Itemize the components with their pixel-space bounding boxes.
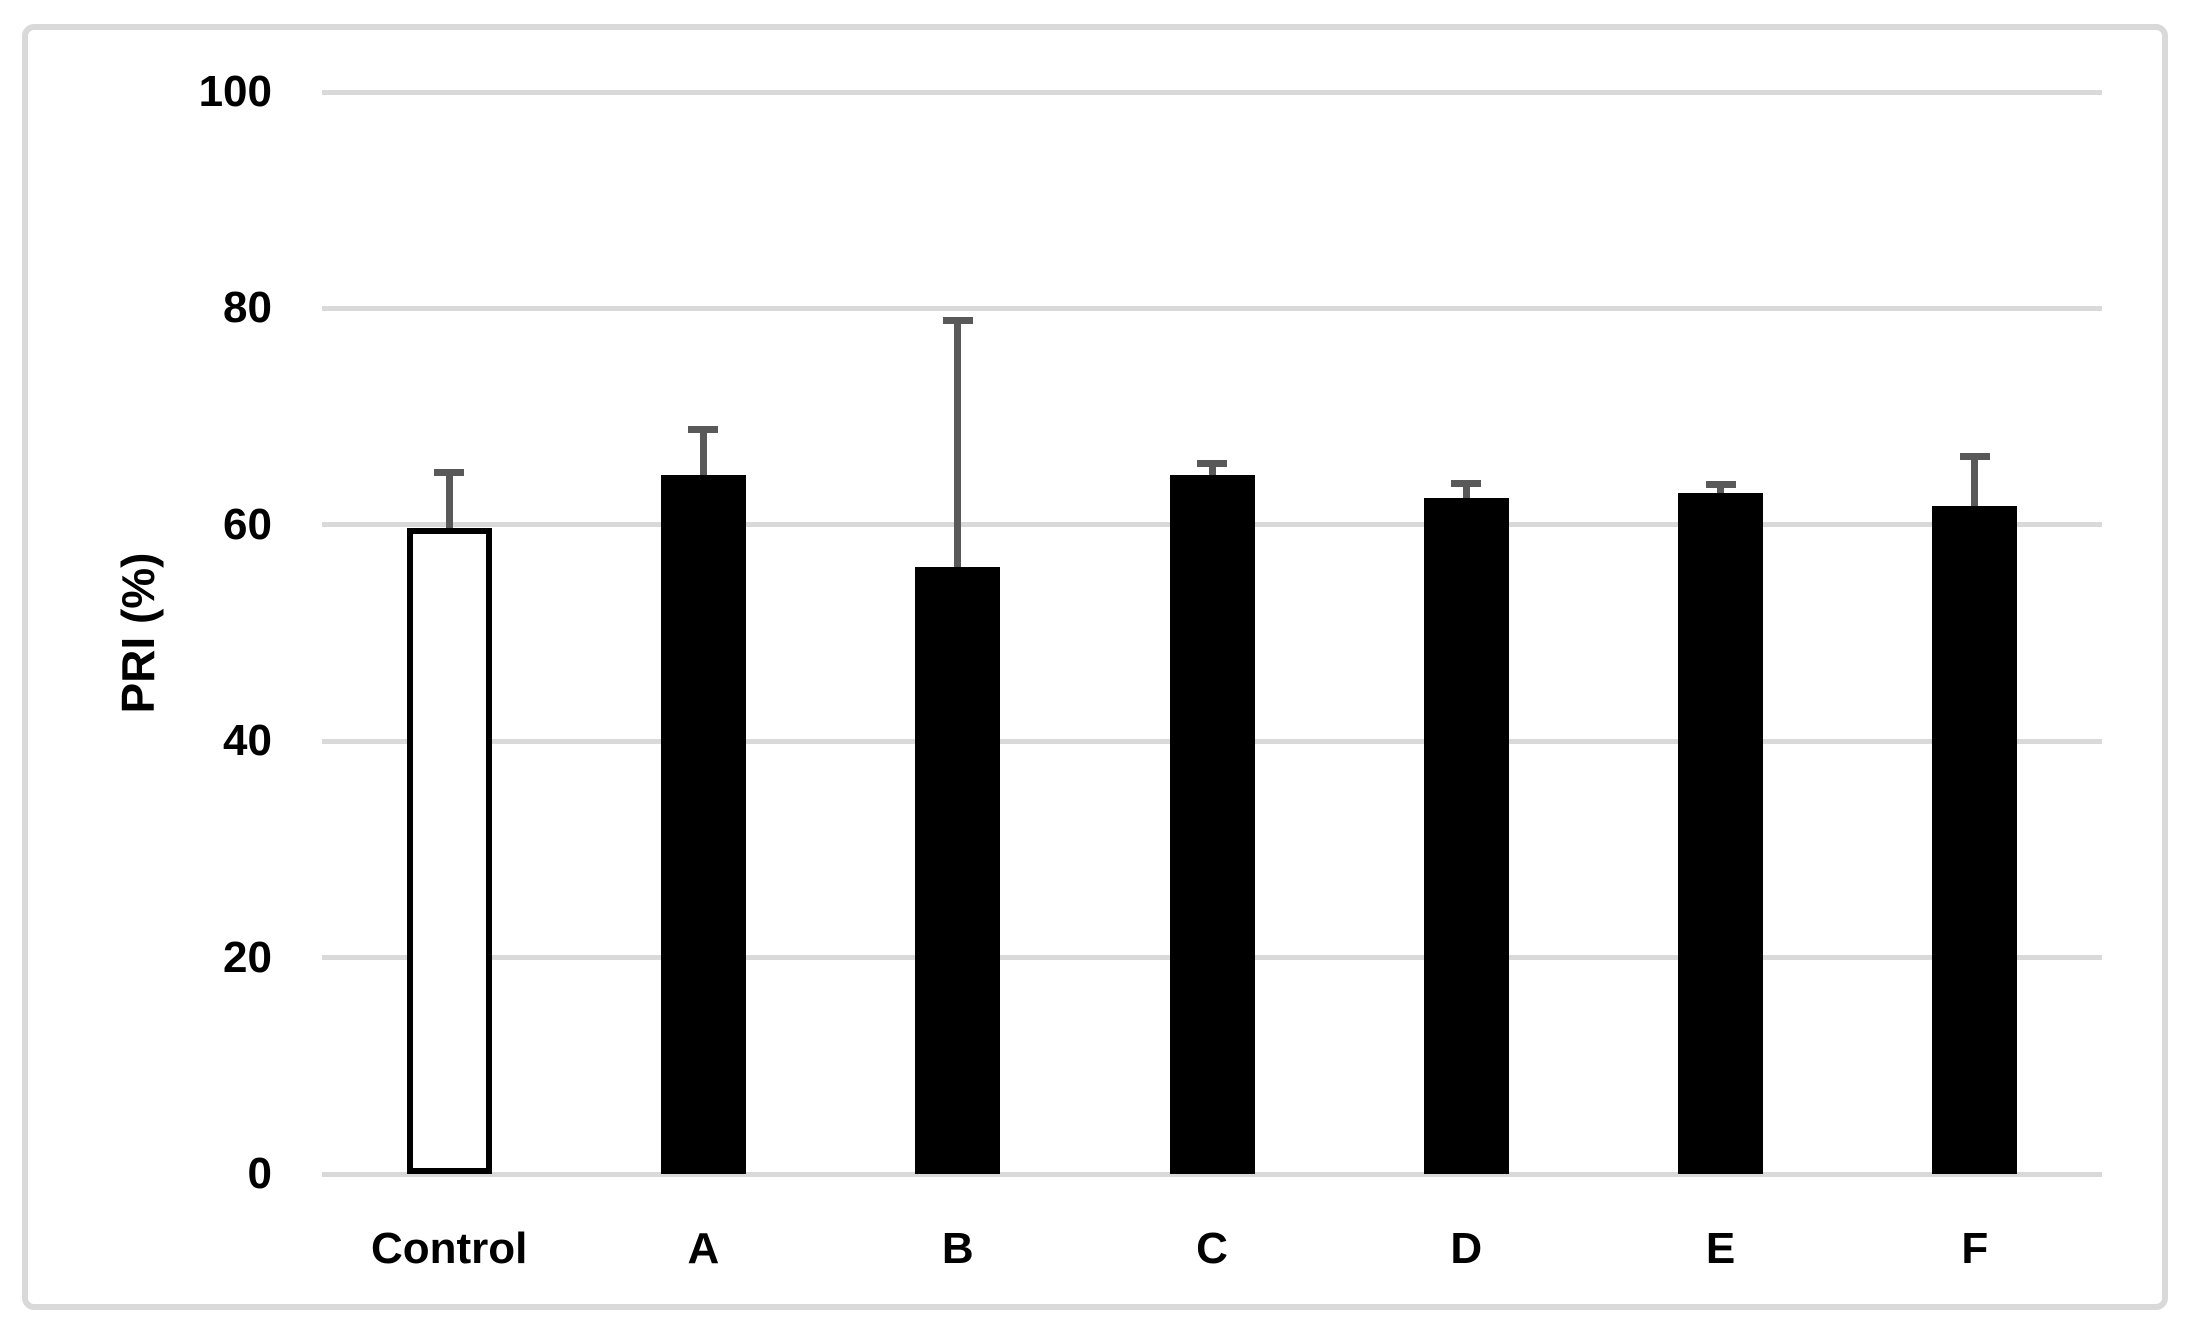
bar-a — [660, 475, 746, 1174]
y-tick-label-100: 100 — [198, 67, 272, 116]
bar-c — [1169, 475, 1255, 1174]
error-bar-cap-b — [942, 316, 973, 324]
chart-outer-border — [22, 24, 2168, 1310]
bar-f — [1932, 506, 2018, 1174]
y-tick-label-60: 60 — [223, 499, 272, 549]
bar-d — [1423, 497, 1509, 1174]
y-tick-label-40: 40 — [223, 716, 272, 766]
bar-control — [406, 528, 492, 1174]
y-tick-label-20: 20 — [223, 932, 272, 982]
gridline-y-0 — [322, 1171, 2102, 1177]
gridline-y-80 — [322, 305, 2102, 311]
bar-b — [915, 566, 1001, 1174]
error-bar-cap-d — [1451, 480, 1482, 488]
gridline-y-100 — [322, 89, 2102, 95]
error-bar-line-a — [699, 429, 707, 476]
x-category-label-d: D — [1450, 1224, 1483, 1273]
error-bar-cap-a — [688, 426, 719, 434]
x-category-label-e: E — [1705, 1224, 1736, 1273]
error-bar-cap-control — [434, 469, 465, 477]
y-tick-label-0: 0 — [247, 1149, 272, 1198]
x-category-label-control: Control — [370, 1224, 528, 1273]
error-bar-line-c — [1208, 463, 1216, 476]
error-bar-cap-f — [1959, 453, 1990, 461]
error-bar-cap-e — [1705, 481, 1736, 489]
error-bar-line-b — [954, 320, 962, 567]
x-category-label-b: B — [941, 1224, 974, 1273]
error-bar-line-d — [1462, 483, 1470, 498]
error-bar-line-f — [1971, 456, 1979, 507]
y-tick-label-80: 80 — [223, 283, 272, 333]
x-category-label-c: C — [1196, 1224, 1228, 1273]
x-category-label-f: F — [1961, 1224, 1989, 1273]
x-category-label-a: A — [687, 1224, 720, 1273]
error-bar-cap-c — [1197, 459, 1227, 467]
error-bar-line-e — [1717, 484, 1725, 494]
bar-e — [1678, 493, 1764, 1174]
error-bar-line-control — [445, 472, 453, 529]
